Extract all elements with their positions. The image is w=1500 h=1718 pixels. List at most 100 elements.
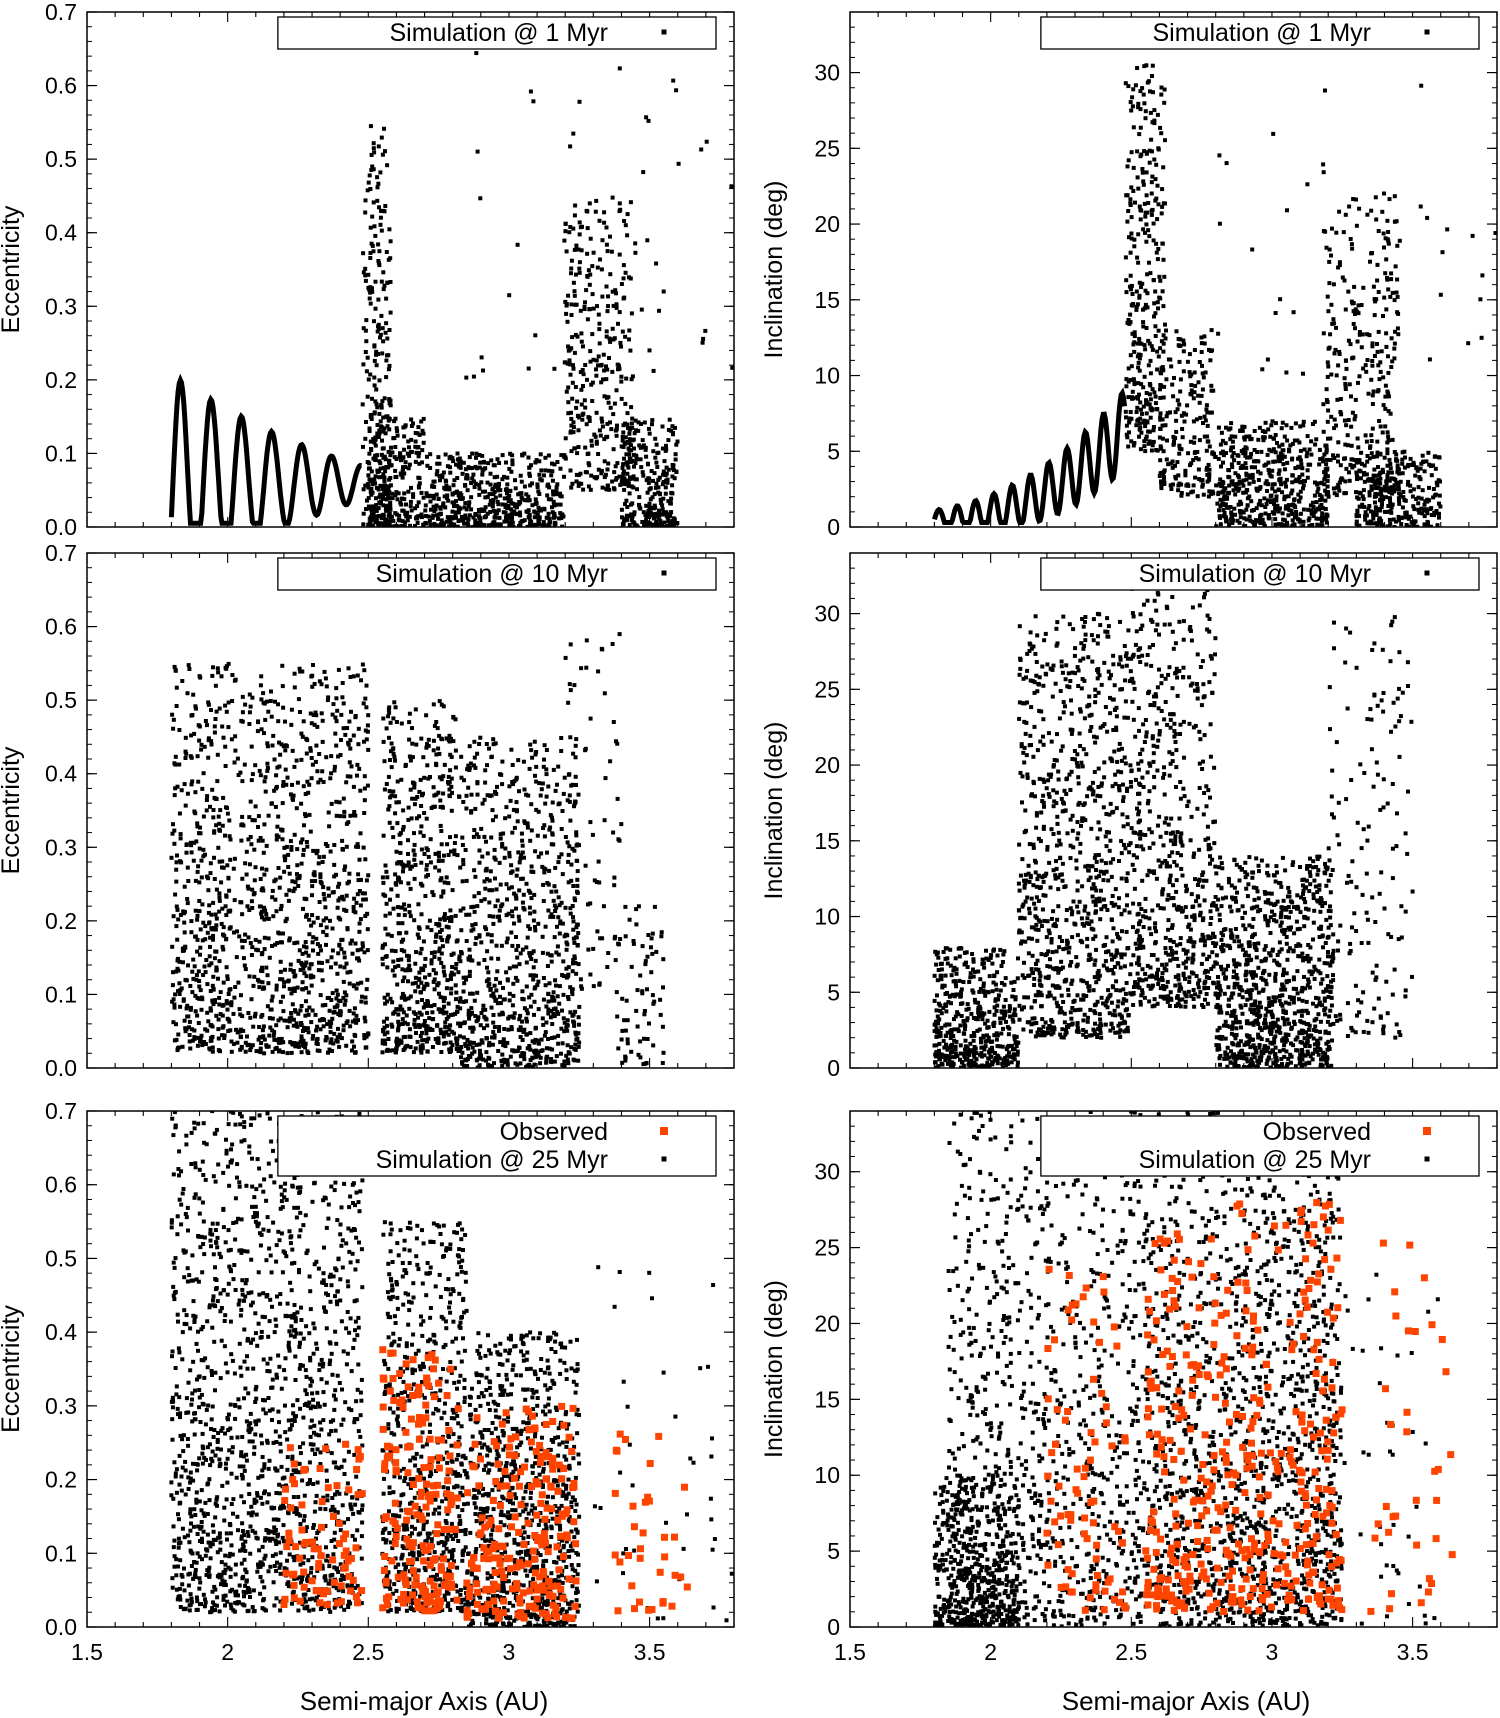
data-point [602,459,607,464]
data-point [654,519,659,524]
data-point [1320,506,1325,511]
data-point [413,444,418,449]
data-point [1127,420,1132,425]
data-point [1414,465,1419,470]
data-point [227,834,232,839]
data-point [1384,307,1389,312]
data-point [253,1014,257,1019]
data-point [231,1042,236,1046]
data-point [215,666,220,671]
data-point [496,481,501,486]
data-point [608,405,613,410]
data-point [229,737,234,742]
data-point [208,1006,213,1011]
data-point [196,969,201,974]
data-point [1277,444,1282,449]
data-point [1323,488,1328,493]
data-point [1273,459,1278,464]
data-point [640,438,645,443]
data-point [310,893,314,898]
data-point [1159,92,1164,97]
data-point [461,518,466,523]
data-point [1326,364,1331,369]
data-point [370,396,374,401]
data-point [1233,485,1238,489]
data-point [1290,456,1295,461]
data-point [292,671,297,676]
data-point [374,503,379,508]
data-point [321,1024,326,1029]
data-point [1282,494,1287,499]
data-point [1379,349,1384,354]
data-point [304,945,309,950]
data-point [535,482,540,487]
data-point [495,457,500,462]
data-point [655,465,660,469]
data-point [363,198,368,203]
data-point [1136,101,1141,106]
data-point [1431,463,1435,468]
data-point [621,430,626,435]
data-point [1355,436,1360,441]
data-point [292,986,297,991]
data-point [364,737,369,742]
data-point [1394,219,1399,224]
data-point [1161,257,1166,262]
data-point [194,839,199,844]
data-point [1350,410,1355,415]
data-point [1280,511,1285,516]
data-point [340,847,345,851]
data-point [598,433,603,438]
data-point [630,416,635,421]
data-point [1369,519,1374,524]
data-point [324,916,329,921]
data-point [250,695,255,700]
data-point [636,420,641,425]
data-point [1309,508,1314,513]
data-point [575,334,580,339]
data-point [605,395,609,400]
data-point [274,837,279,842]
data-point [1263,511,1268,516]
data-point [431,504,436,509]
data-point [569,266,574,271]
data-point [229,1039,234,1044]
data-point [490,504,495,509]
data-point [1301,483,1306,488]
data-point [1146,338,1151,343]
data-point [254,1049,259,1054]
data-point [1144,411,1149,416]
data-point [453,513,458,518]
data-point [462,505,467,510]
data-point [1173,474,1178,479]
data-point [330,712,335,717]
data-point [511,525,516,527]
data-point [601,377,605,382]
data-point [183,803,188,808]
data-point [469,481,474,485]
data-point [247,908,252,912]
data-point [1343,442,1348,447]
y-tick-label: 10 [814,363,840,389]
data-point [1147,160,1152,165]
data-point [1386,489,1391,494]
data-point [1317,507,1322,512]
data-point [1324,515,1329,520]
data-point [210,998,215,1003]
data-point [214,916,219,921]
data-point [260,951,265,955]
data-point [1325,400,1330,405]
data-point [318,944,322,949]
data-point [1284,477,1289,482]
data-point [629,377,634,382]
data-point [315,942,320,947]
data-point [1147,392,1152,397]
data-point [357,766,362,771]
data-point [1377,472,1382,477]
data-point [585,251,590,256]
data-point [1319,515,1324,520]
data-point [564,249,569,254]
data-point [428,523,433,527]
data-point [432,479,437,484]
data-point [1261,438,1266,443]
